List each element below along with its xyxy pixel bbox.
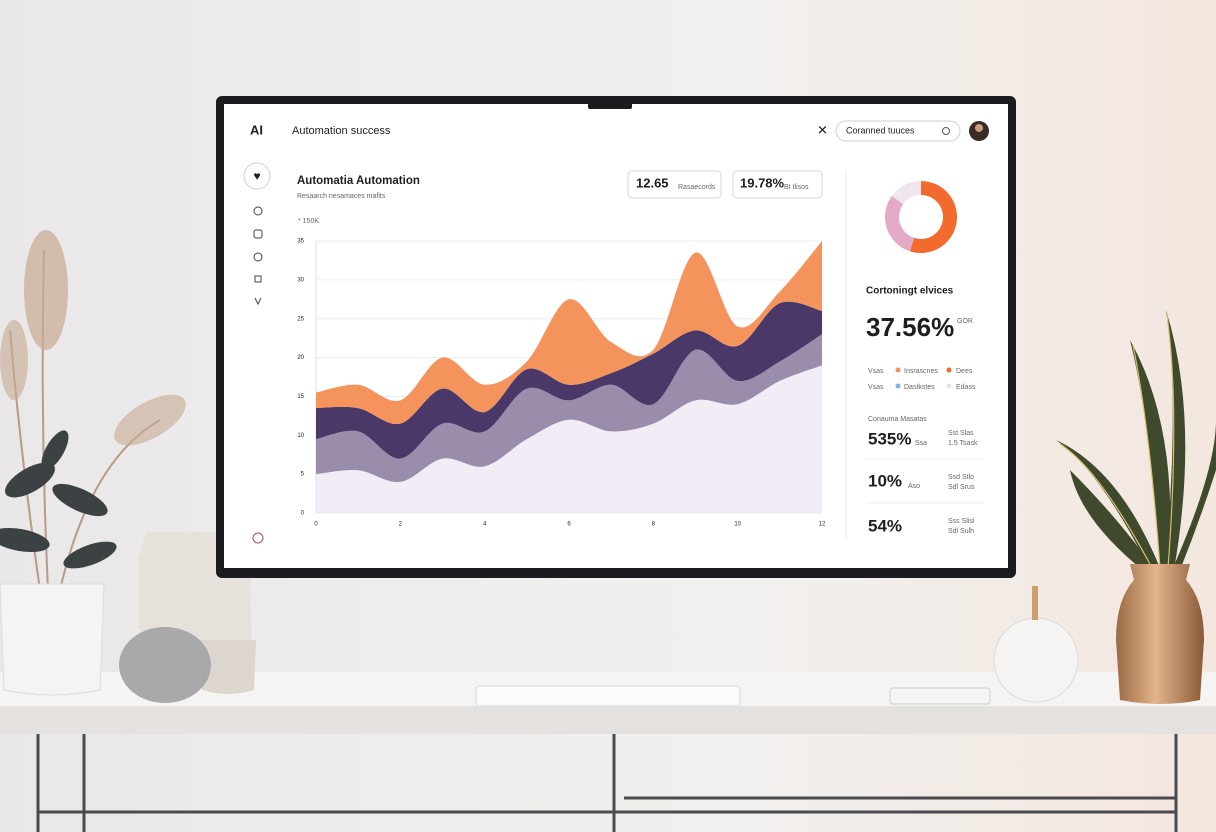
- x-tick-label: 8: [652, 522, 656, 528]
- sidebar-settings[interactable]: [252, 532, 264, 544]
- close-icon[interactable]: ✕: [817, 122, 828, 137]
- y-tick-label: 30: [297, 277, 304, 283]
- y-tick-label: 25: [297, 316, 304, 322]
- metric-side: 1.5 Tsask: [948, 440, 978, 447]
- legend-text: Insrascnes: [904, 368, 938, 375]
- metrics: 535% Ssa Sst Slas 1.5 Tsask 10% Aso Ssd …: [866, 429, 984, 535]
- y-tick-label: 35: [297, 239, 304, 245]
- notebook: [889, 687, 991, 705]
- metric-note: Ssa: [915, 440, 927, 447]
- y-tick-label: 15: [297, 394, 304, 400]
- desk-legs: [36, 734, 1178, 832]
- panel-legend: Vsas Insrascnes Dees Vsas Dastkstes Edas…: [868, 367, 976, 391]
- avatar-face: [975, 124, 983, 132]
- legend-text: Edass: [956, 384, 976, 391]
- search-icon[interactable]: [942, 127, 950, 135]
- camera-notch: [588, 102, 632, 109]
- area-series: [316, 301, 822, 459]
- metric-value: 10%: [868, 471, 902, 490]
- metric-side: Sst Slas: [948, 430, 974, 437]
- legend-dot: [946, 367, 952, 373]
- y-tick-label: 20: [297, 355, 304, 361]
- x-tick-label: 4: [483, 522, 487, 528]
- stat-label: Rasaecords: [678, 184, 716, 191]
- donut-segment: [885, 195, 915, 252]
- panel-big-note: GOR: [957, 318, 973, 325]
- area-series: [316, 365, 822, 513]
- sidebar-home[interactable]: [243, 162, 271, 190]
- legend-dot: [895, 383, 901, 389]
- legend-dot: [895, 367, 901, 373]
- search-box[interactable]: [835, 120, 961, 142]
- sidebar-icons[interactable]: [253, 206, 263, 306]
- y-tick-label: 5: [301, 472, 305, 478]
- left-plant: [0, 230, 186, 696]
- charts: 0 5 10 15 20 25 30 35 0 2 4 6 8 10 12: [297, 181, 957, 528]
- x-tick-label: 10: [734, 522, 741, 528]
- legend-text: Vsas: [868, 384, 884, 391]
- x-tick-label: 6: [567, 522, 571, 528]
- legend-dot: [946, 383, 952, 389]
- metric-side: Ssd Stlo: [948, 474, 974, 481]
- metric-value: 535%: [868, 429, 911, 448]
- stat-card: [627, 170, 722, 199]
- main-title: Automatia Automation: [297, 175, 420, 187]
- stat-value: 19.78%: [740, 175, 785, 190]
- search-placeholder[interactable]: Coranned tuuces: [846, 125, 915, 135]
- x-tick-label: 0: [314, 522, 318, 528]
- panel-big-value: 37.56%: [866, 312, 954, 342]
- donut-segment: [891, 181, 921, 205]
- metric-side: Sdl Sulh: [948, 528, 974, 535]
- donut-segment: [909, 181, 957, 253]
- legend-text: Dastkstes: [904, 384, 935, 391]
- logo: AI: [250, 122, 263, 137]
- right-plant: [993, 310, 1216, 704]
- unit-label: * 150K: [298, 218, 319, 225]
- stat-label: Bt tlisos: [784, 184, 809, 191]
- area-series: [316, 334, 822, 483]
- legend-text: Vsas: [868, 368, 884, 375]
- x-tick-label: 12: [819, 522, 826, 528]
- metric-side: Sdl Srus: [948, 484, 975, 491]
- heart-icon[interactable]: ♥: [253, 169, 260, 183]
- metric-note: Aso: [908, 483, 920, 490]
- y-tick-label: 10: [297, 433, 304, 439]
- stat-card: [732, 170, 823, 199]
- area-series: [316, 241, 822, 425]
- main-subtitle: Resaarch nesamaces mafits: [297, 193, 386, 200]
- panel-title: Cortoningt elvices: [866, 286, 954, 297]
- app-title: Automation success: [292, 125, 391, 137]
- metric-side: Sss Slisl: [948, 518, 975, 525]
- keyboard: [475, 685, 741, 707]
- metrics-title: Conauma Masatas: [868, 416, 927, 423]
- metric-value: 54%: [868, 516, 902, 535]
- legend-text: Dees: [956, 368, 973, 375]
- x-tick-label: 2: [399, 522, 403, 528]
- y-tick-label: 0: [301, 511, 305, 517]
- desk-edge: [0, 706, 1216, 734]
- stat-value: 12.65: [636, 175, 669, 190]
